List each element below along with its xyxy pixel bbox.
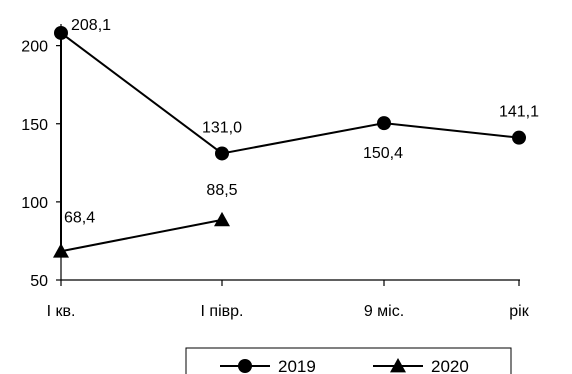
y-tick-label: 200 — [21, 39, 48, 56]
data-label-2019: 141,1 — [499, 104, 539, 121]
x-tick-label: 9 міс. — [364, 303, 404, 320]
series-line-2020 — [60, 218, 223, 253]
x-tick-label: рік — [509, 303, 529, 320]
data-label-2019: 208,1 — [71, 17, 111, 34]
data-labels: 208,1 131,0 150,4 141,1 68,4 88,5 — [64, 17, 539, 226]
series-line-2019 — [60, 32, 520, 155]
legend-marker-2020 — [390, 358, 406, 373]
y-tick-label: 50 — [30, 273, 48, 290]
y-axis-ticks: 50 100 150 200 — [21, 39, 61, 290]
data-point-2020 — [214, 211, 230, 227]
x-axis-ticks: I кв. I півр. 9 міс. рік — [47, 280, 530, 320]
legend-label-2019: 2019 — [278, 357, 316, 374]
data-label-2020: 88,5 — [206, 182, 237, 199]
y-tick-label: 150 — [21, 117, 48, 134]
data-label-2019: 150,4 — [363, 145, 403, 162]
data-point-2019 — [215, 146, 229, 161]
y-tick-label: 100 — [21, 195, 48, 212]
legend-label-2020: 2020 — [431, 357, 469, 374]
x-tick-label: I півр. — [201, 303, 244, 320]
axes — [60, 24, 520, 281]
legend-marker-2019 — [238, 359, 252, 373]
data-point-2019 — [512, 130, 526, 145]
x-tick-label: I кв. — [47, 303, 76, 320]
legend: 2019 2020 — [185, 347, 512, 374]
data-label-2019: 131,0 — [202, 119, 242, 136]
data-label-2020: 68,4 — [64, 209, 95, 226]
series-group — [53, 25, 526, 258]
data-point-2019 — [377, 116, 391, 131]
